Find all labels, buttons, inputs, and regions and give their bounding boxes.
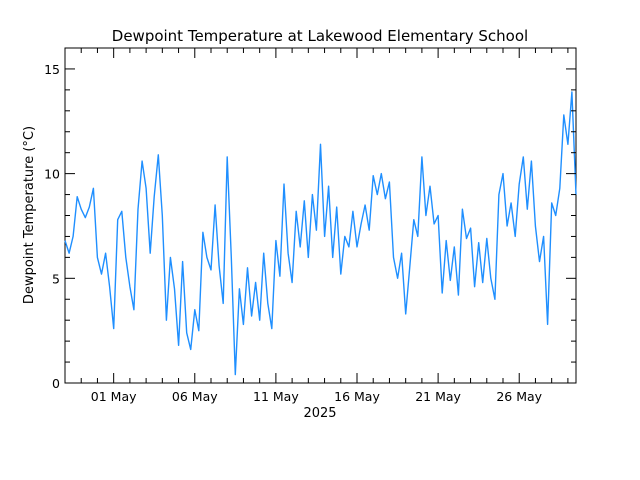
y-tick-label: 10 (44, 167, 60, 182)
x-tick-label: 26 May (496, 389, 542, 404)
y-tick-label: 5 (52, 271, 60, 286)
y-axis-label: Dewpoint Temperature (°C) (22, 126, 37, 304)
x-tick-label: 21 May (415, 389, 461, 404)
x-tick-label: 01 May (91, 389, 137, 404)
y-ticks: 0 5 10 15 (44, 47, 576, 391)
x-tick-label: 16 May (334, 389, 380, 404)
series-layer (64, 91, 577, 376)
series-line-0 (64, 91, 577, 376)
plot-frame (64, 47, 577, 384)
x-axis-label: 2025 (303, 406, 336, 421)
plot-area: 0 5 10 15 01 May 06 May 11 May 16 May 21 May 26 … (44, 47, 577, 404)
x-ticks: 01 May 06 May 11 May 16 May 21 May 26 May (64, 48, 569, 404)
chart-title: Dewpoint Temperature at Lakewood Element… (112, 27, 528, 45)
x-tick-label: 06 May (172, 389, 218, 404)
x-tick-label: 11 May (253, 389, 299, 404)
y-tick-label: 15 (44, 62, 60, 77)
y-tick-label: 0 (52, 376, 60, 391)
